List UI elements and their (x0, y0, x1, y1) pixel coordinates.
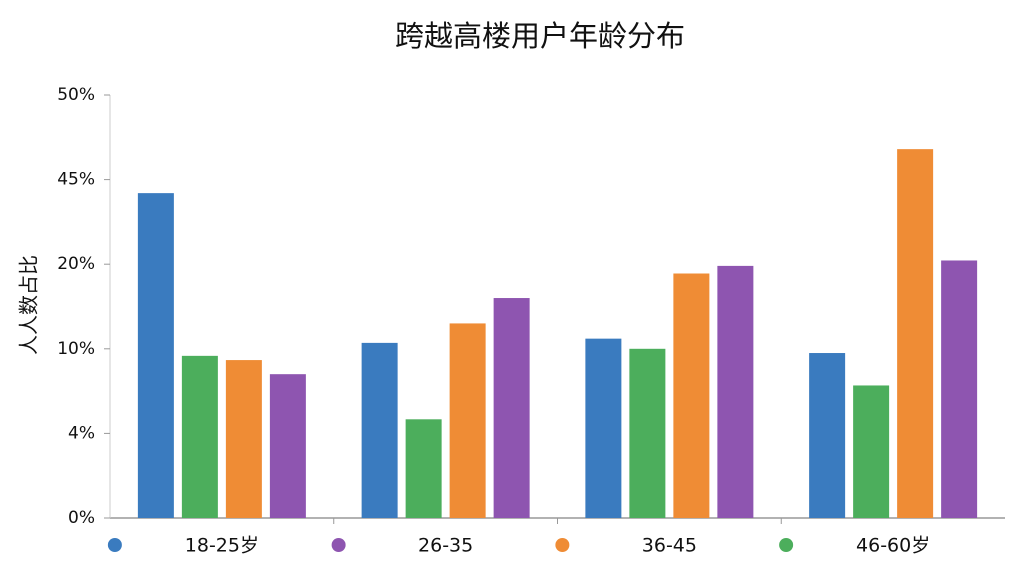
bar (941, 260, 978, 518)
y-tick-label: 0% (68, 508, 95, 528)
legend-marker (331, 538, 346, 552)
bar (269, 374, 306, 518)
bar (717, 265, 754, 518)
bar (181, 355, 218, 518)
y-tick-label: 4% (68, 423, 95, 443)
legend-label: 26-35 (418, 535, 473, 557)
bar (809, 353, 846, 518)
y-axis-title: 人人数占比 (17, 255, 41, 355)
legend-marker (779, 538, 794, 552)
bar (225, 360, 262, 518)
y-tick-label: 20% (57, 254, 95, 274)
bar (629, 348, 666, 518)
y-tick-label: 50% (57, 85, 95, 105)
y-tick-label: 10% (57, 339, 95, 359)
bar (137, 193, 174, 519)
legend-label: 36-45 (642, 535, 697, 557)
bar (585, 338, 622, 518)
bar (449, 323, 486, 518)
legend-label: 18-25岁 (185, 535, 259, 557)
bar (361, 342, 398, 518)
y-tick-label: 45% (57, 170, 95, 190)
legend-marker (555, 538, 570, 552)
bar (405, 419, 442, 518)
bar (897, 149, 934, 519)
legend-marker (107, 538, 122, 552)
bar (673, 273, 710, 518)
bar (493, 298, 530, 518)
bar (853, 385, 890, 518)
chart-title: 跨越高楼用户年龄分布 (395, 19, 685, 53)
legend-label: 46-60岁 (856, 535, 930, 557)
